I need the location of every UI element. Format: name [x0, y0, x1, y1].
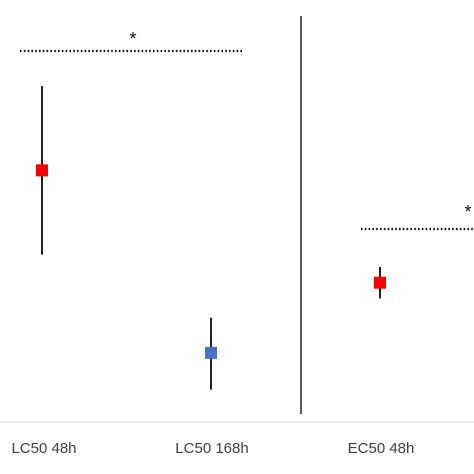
- data-point-ec50-48h: [374, 276, 386, 289]
- significance-star-right: *: [464, 202, 471, 222]
- x-tick-label-lc50-48h: LC50 48h: [11, 440, 76, 457]
- x-tick-label-lc50-168h: LC50 168h: [175, 440, 248, 457]
- data-point-lc50-48h: [36, 164, 48, 177]
- x-tick-label-ec50-48h: EC50 48h: [348, 440, 415, 457]
- significance-star-left: *: [129, 29, 136, 49]
- data-point-lc50-168h: [205, 346, 217, 359]
